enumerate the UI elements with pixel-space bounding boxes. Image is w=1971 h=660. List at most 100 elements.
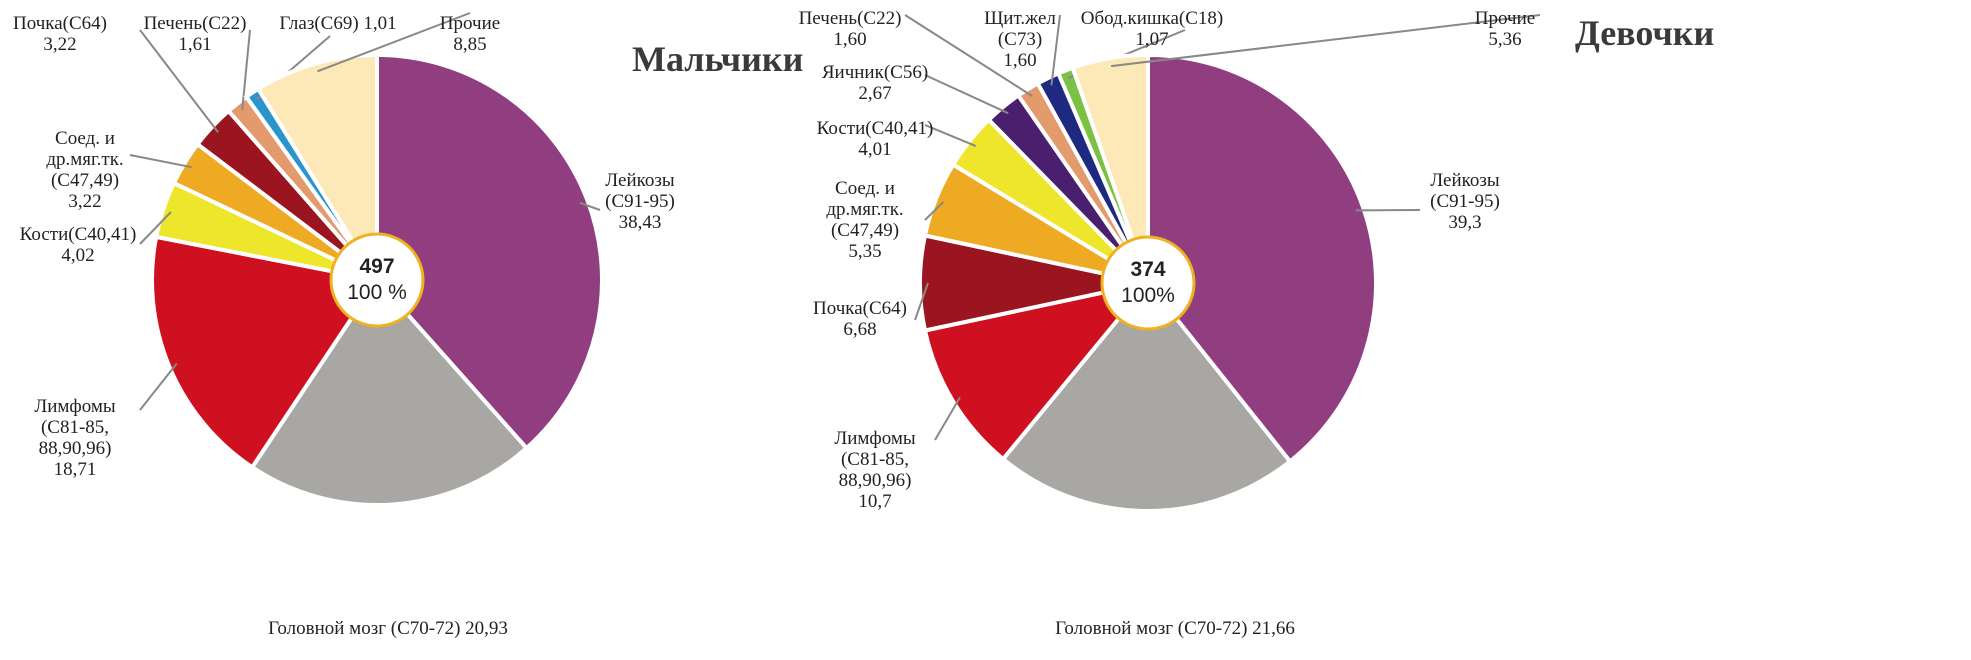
slice-label-1-10: Прочие 5,36 bbox=[1475, 8, 1535, 50]
chart-title-boys: Мальчики bbox=[632, 39, 804, 79]
slice-label-line: Обод.кишка(C18) bbox=[1080, 8, 1224, 29]
leader-line-0-3 bbox=[139, 211, 172, 245]
slice-label-0-3: Кости(C40,41) 4,02 bbox=[20, 224, 137, 266]
slice-label-0-8: Прочие 8,85 bbox=[440, 13, 500, 55]
slice-label-line: 1,07 bbox=[1135, 29, 1169, 50]
center-hole-1 bbox=[1100, 235, 1196, 331]
slice-label-line: Головной мозг (C70-72) 20,93 bbox=[268, 618, 508, 639]
slice-label-line: 88,90,96) bbox=[838, 470, 912, 491]
slice-label-line: Лейкозы bbox=[1430, 170, 1500, 191]
slice-label-line: 88,90,96) bbox=[38, 438, 112, 459]
slice-label-line: 6,68 bbox=[843, 319, 877, 340]
slice-label-line: Кости(C40,41) bbox=[19, 224, 137, 245]
slice-label-line: 1,60 bbox=[833, 29, 867, 50]
slice-label-1-6: Яичник(C56) 2,67 bbox=[822, 62, 928, 104]
slice-label-line: (C91-95) bbox=[1430, 191, 1500, 212]
slice-label-0-5: Почка(C64) 3,22 bbox=[13, 13, 107, 55]
slice-label-line: Соед. и bbox=[55, 128, 115, 149]
slice-label-line: (C81-85, bbox=[40, 417, 110, 438]
slice-label-line: 1,61 bbox=[178, 34, 212, 55]
pie-slice-1-2 bbox=[922, 279, 1154, 462]
slice-label-line: Яичник(C56) bbox=[821, 62, 929, 83]
center-percent-girls: 100% bbox=[1121, 284, 1175, 307]
slice-label-line: 5,35 bbox=[848, 241, 882, 262]
center-label-boys: 497 100 % bbox=[332, 254, 422, 306]
slice-label-line: (C91-95) bbox=[605, 191, 675, 212]
slice-label-line: 39,3 bbox=[1448, 212, 1482, 233]
pie-slice-1-10 bbox=[1070, 52, 1150, 284]
slice-label-1-7: Печень(C22) 1,60 bbox=[799, 8, 902, 50]
leader-line-0-2 bbox=[139, 362, 178, 411]
slice-label-line: Кости(C40,41) bbox=[816, 118, 934, 139]
slice-label-line: (C81-85, bbox=[840, 449, 910, 470]
pie-slice-0-2 bbox=[150, 234, 381, 470]
slice-label-line: 1,60 bbox=[1003, 50, 1037, 71]
slice-label-1-8: Щит.жел (C73) 1,60 bbox=[984, 8, 1056, 71]
slice-label-line: Лимфомы bbox=[34, 396, 116, 417]
slice-label-line: 4,01 bbox=[858, 139, 892, 160]
slice-label-0-0: Лейкозы (C91-95) 38,43 bbox=[605, 170, 675, 233]
slice-label-1-5: Кости(C40,41) 4,01 bbox=[817, 118, 934, 160]
leader-line-1-3 bbox=[914, 282, 929, 321]
slice-label-line: Головной мозг (C70-72) 21,66 bbox=[1055, 618, 1295, 639]
slice-label-line: 3,22 bbox=[43, 34, 77, 55]
leader-line-1-6 bbox=[924, 74, 1009, 115]
slice-label-line: 3,22 bbox=[68, 191, 102, 212]
slice-label-line: (C73) bbox=[997, 29, 1043, 50]
slice-label-line: 18,71 bbox=[53, 459, 97, 480]
slice-label-line: Почка(C64) bbox=[813, 298, 907, 319]
center-label-girls: 374 100% bbox=[1103, 257, 1193, 309]
pie-slice-0-1 bbox=[249, 276, 530, 507]
slice-label-line: 10,7 bbox=[858, 491, 892, 512]
slice-label-line: Лимфомы bbox=[834, 428, 916, 449]
slice-label-0-4: Соед. и др.мяг.тк. (C47,49) 3,22 bbox=[46, 128, 123, 212]
leader-line-1-4 bbox=[924, 201, 945, 221]
slice-label-line: 2,67 bbox=[858, 83, 892, 104]
slice-label-0-1: Головной мозг (C70-72) 20,93 bbox=[268, 618, 508, 639]
slice-label-1-4: Соед. и др.мяг.тк. (C47,49) 5,35 bbox=[826, 178, 903, 262]
slice-label-line: Почка(C64) bbox=[13, 13, 107, 34]
center-percent-boys: 100 % bbox=[347, 281, 407, 304]
leader-line-1-8 bbox=[1050, 14, 1061, 86]
slice-label-1-3: Почка(C64) 6,68 bbox=[813, 298, 907, 340]
leader-line-0-6 bbox=[241, 29, 251, 111]
leader-line-1-5 bbox=[924, 124, 977, 147]
slice-label-line: Щит.жел bbox=[984, 8, 1056, 29]
slice-label-line: др.мяг.тк. bbox=[46, 149, 124, 170]
slice-label-line: Прочие bbox=[439, 13, 501, 34]
leader-line-0-0 bbox=[579, 201, 601, 211]
leader-line-0-5 bbox=[139, 29, 219, 133]
leader-line-1-2 bbox=[934, 396, 961, 441]
leader-line-0-8 bbox=[317, 12, 471, 73]
leader-line-0-4 bbox=[129, 154, 192, 169]
slice-label-0-7: Глаз(C69) 1,01 bbox=[279, 13, 396, 34]
slice-label-0-6: Печень(C22) 1,61 bbox=[144, 13, 247, 55]
leader-line-1-10 bbox=[1111, 14, 1541, 68]
slice-label-0-2: Лимфомы (C81-85, 88,90,96) 18,71 bbox=[34, 396, 115, 480]
slice-label-line: Соед. и bbox=[835, 178, 895, 199]
slice-label-1-0: Лейкозы (C91-95) 39,3 bbox=[1430, 170, 1500, 233]
slice-label-1-2: Лимфомы (C81-85, 88,90,96) 10,7 bbox=[834, 428, 915, 512]
slice-label-line: Лейкозы bbox=[605, 170, 675, 191]
slice-label-line: Печень(C22) bbox=[798, 8, 902, 29]
slice-label-line: 4,02 bbox=[61, 245, 95, 266]
pie-slice-0-8 bbox=[255, 52, 379, 288]
leader-line-1-7 bbox=[904, 14, 1033, 97]
pie-slice-1-0 bbox=[1146, 52, 1378, 465]
center-total-boys: 497 bbox=[359, 255, 395, 278]
slice-label-1-9: Обод.кишка(C18) 1,07 bbox=[1081, 8, 1224, 50]
slice-label-1-1: Головной мозг (C70-72) 21,66 bbox=[1055, 618, 1295, 639]
slice-label-line: 8,85 bbox=[453, 34, 487, 55]
pie-slice-0-0 bbox=[375, 52, 604, 451]
slice-label-line: 38,43 bbox=[618, 212, 662, 233]
slice-label-line: Прочие bbox=[1474, 8, 1536, 29]
pie-slice-1-1 bbox=[1000, 279, 1293, 513]
slice-label-line: (C47,49) bbox=[50, 170, 120, 191]
slice-label-line: (C47,49) bbox=[830, 220, 900, 241]
center-hole-0 bbox=[329, 232, 425, 328]
slice-label-line: Глаз(C69) 1,01 bbox=[279, 13, 397, 34]
slice-label-line: Печень(C22) bbox=[143, 13, 247, 34]
slice-label-line: 5,36 bbox=[1488, 29, 1522, 50]
